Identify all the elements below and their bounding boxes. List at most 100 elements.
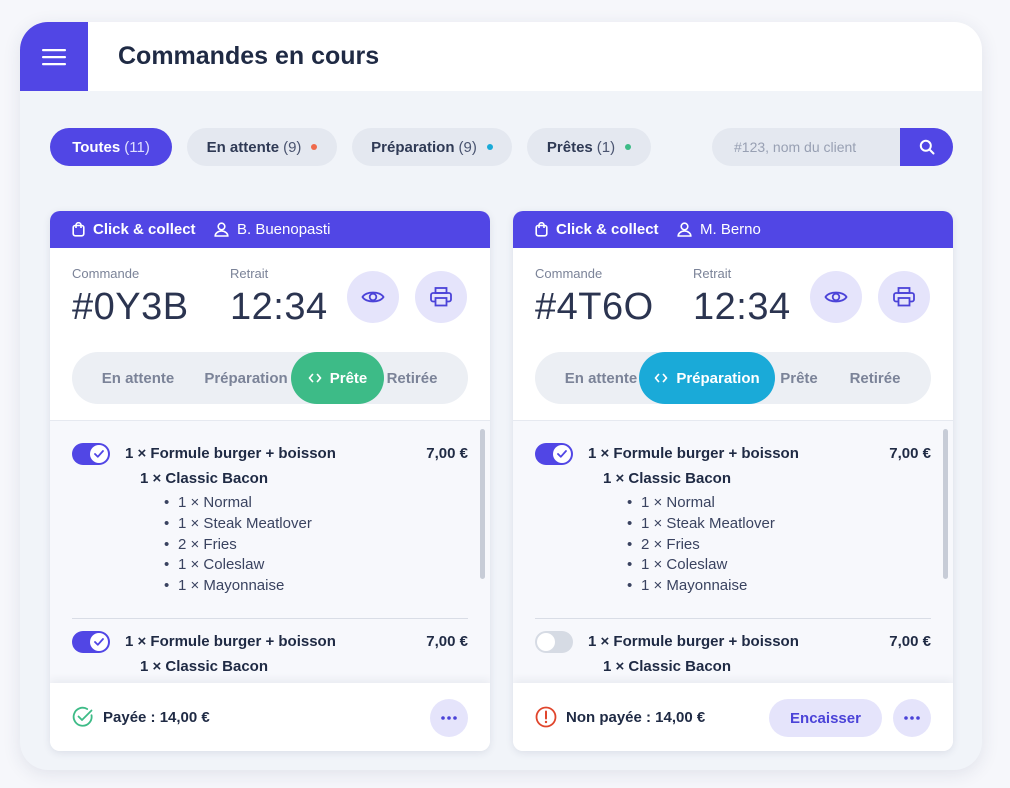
view-button[interactable] <box>347 271 399 323</box>
item-price: 7,00 € <box>889 633 931 650</box>
list-item: 1 × Formule burger + boisson 7,00 € 1 × … <box>535 631 931 683</box>
item-title: 1 × Formule burger + boisson <box>125 445 336 462</box>
item-option: 2 × Fries <box>627 535 775 556</box>
item-toggle[interactable] <box>72 631 110 653</box>
filter-count: (9) <box>458 138 477 156</box>
eye-icon <box>361 291 385 303</box>
item-divider <box>72 618 468 619</box>
menu-button[interactable] <box>20 22 88 91</box>
order-label: Commande <box>535 266 603 281</box>
card-footer: Non payée : 14,00 € Encaisser <box>513 683 953 751</box>
filter-preparation[interactable]: Préparation (9) <box>352 128 512 166</box>
toggle-knob <box>537 633 555 651</box>
divider <box>513 420 953 421</box>
status-label: Prête <box>329 369 368 387</box>
scrollbar[interactable] <box>943 429 948 579</box>
search-input[interactable] <box>712 128 902 166</box>
customer-name: B. Buenopasti <box>237 221 331 238</box>
filter-count: (9) <box>283 138 302 156</box>
status-selector: En attente Préparation Prête Retirée <box>72 352 468 404</box>
item-price: 7,00 € <box>889 445 931 462</box>
item-divider <box>535 618 931 619</box>
status-waiting[interactable]: En attente <box>101 369 175 387</box>
payment-text: Non payée : 14,00 € <box>566 708 706 726</box>
item-option: 2 × Fries <box>164 535 312 556</box>
filter-label: Préparation <box>371 138 455 156</box>
order-id: #0Y3B <box>72 286 189 328</box>
printer-icon <box>893 287 915 307</box>
check-icon <box>94 450 104 458</box>
code-icon <box>654 373 668 383</box>
payment-status: Payée : 14,00 € <box>72 683 210 751</box>
filter-label: Prêtes <box>546 138 593 156</box>
toggle-knob <box>553 445 571 463</box>
card-footer: Payée : 14,00 € <box>50 683 490 751</box>
item-title: 1 × Formule burger + boisson <box>125 633 336 650</box>
filter-waiting[interactable]: En attente (9) <box>187 128 337 166</box>
status-preparation[interactable]: Préparation <box>204 369 288 387</box>
item-option: 1 × Mayonnaise <box>627 576 775 597</box>
hamburger-icon <box>42 48 66 65</box>
item-option: 1 × Mayonnaise <box>164 576 312 597</box>
order-type-label: Click & collect <box>556 221 659 238</box>
item-option: 1 × Normal <box>164 493 312 514</box>
filter-label: En attente <box>206 138 280 156</box>
customer: M. Berno <box>677 211 761 248</box>
order-card: Click & collect B. Buenopasti Commande R… <box>50 211 490 751</box>
page-title: Commandes en cours <box>118 42 380 70</box>
list-item: 1 × Formule burger + boisson 7,00 € 1 × … <box>72 631 468 683</box>
item-toggle[interactable] <box>72 443 110 465</box>
filter-ready[interactable]: Prêtes (1) <box>527 128 651 166</box>
print-button[interactable] <box>878 271 930 323</box>
filter-count: (11) <box>124 138 150 156</box>
bag-icon <box>72 222 85 237</box>
status-ready-active[interactable]: Prête <box>291 352 384 404</box>
cash-in-button[interactable]: Encaisser <box>769 699 882 737</box>
order-type: Click & collect <box>535 211 659 248</box>
order-items: 1 × Formule burger + boisson 7,00 € 1 × … <box>50 421 490 683</box>
filter-all[interactable]: Toutes (11) <box>50 128 172 166</box>
item-toggle[interactable] <box>535 631 573 653</box>
toggle-knob <box>90 445 108 463</box>
printer-icon <box>430 287 452 307</box>
item-option: 1 × Coleslaw <box>164 555 312 576</box>
top-bar: Commandes en cours <box>20 22 982 91</box>
status-waiting[interactable]: En attente <box>564 369 638 387</box>
item-price: 7,00 € <box>426 633 468 650</box>
more-options-button[interactable] <box>893 699 931 737</box>
pickup-time: 12:34 <box>230 286 328 328</box>
more-options-button[interactable] <box>430 699 468 737</box>
item-option: 1 × Normal <box>627 493 775 514</box>
eye-icon <box>824 291 848 303</box>
search-button[interactable] <box>900 128 953 166</box>
status-preparation-active[interactable]: Préparation <box>639 352 775 404</box>
user-icon <box>677 222 692 237</box>
item-price: 7,00 € <box>426 445 468 462</box>
alert-circle-icon <box>535 706 557 728</box>
scrollbar[interactable] <box>480 429 485 579</box>
item-toggle[interactable] <box>535 443 573 465</box>
bag-icon <box>535 222 548 237</box>
status-selector: En attente Préparation Prête Retirée <box>535 352 931 404</box>
search-icon <box>919 139 934 155</box>
pickup-label: Retrait <box>693 266 732 281</box>
card-header: Click & collect B. Buenopasti <box>50 211 490 248</box>
filter-label: Toutes <box>72 138 121 156</box>
customer-name: M. Berno <box>700 221 761 238</box>
status-dot <box>311 144 318 150</box>
pickup-time: 12:34 <box>693 286 791 328</box>
check-icon <box>557 450 567 458</box>
payment-status: Non payée : 14,00 € <box>535 683 705 751</box>
print-button[interactable] <box>415 271 467 323</box>
order-id: #4T6O <box>535 286 654 328</box>
status-picked-up[interactable]: Retirée <box>386 369 438 387</box>
status-dot <box>486 144 493 150</box>
check-icon <box>94 638 104 646</box>
order-label: Commande <box>72 266 140 281</box>
toggle-knob <box>90 633 108 651</box>
view-button[interactable] <box>810 271 862 323</box>
status-ready[interactable]: Prête <box>780 369 818 387</box>
list-item: 1 × Formule burger + boisson 7,00 € 1 × … <box>72 443 468 613</box>
item-option: 1 × Coleslaw <box>627 555 775 576</box>
status-picked-up[interactable]: Retirée <box>849 369 901 387</box>
